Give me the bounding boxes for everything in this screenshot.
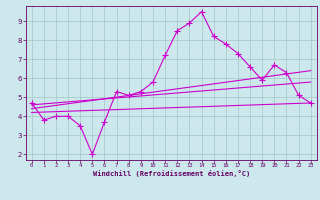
X-axis label: Windchill (Refroidissement éolien,°C): Windchill (Refroidissement éolien,°C) (92, 170, 250, 177)
